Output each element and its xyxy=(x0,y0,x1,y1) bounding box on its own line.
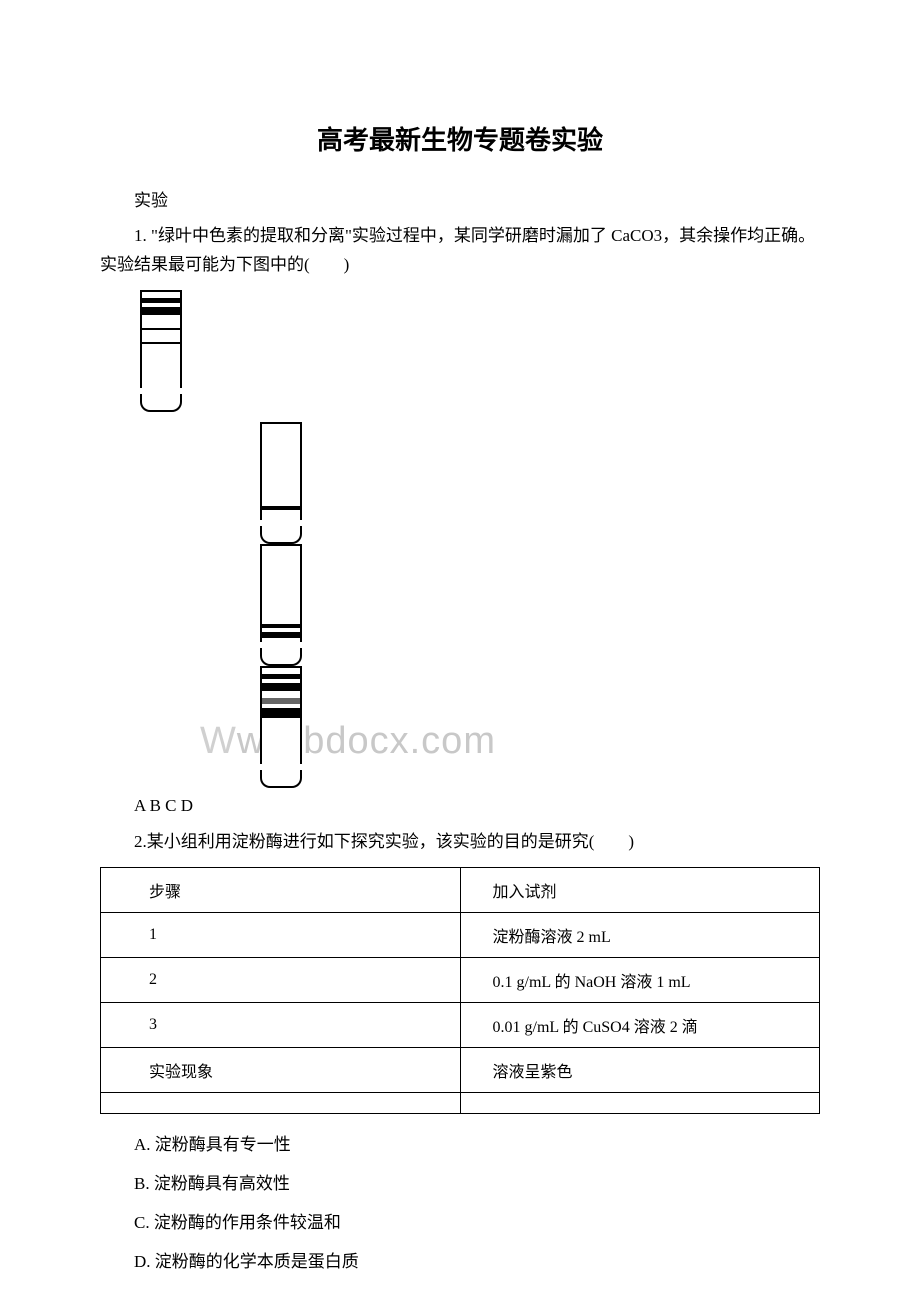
experiment-table: 步骤 加入试剂 1 淀粉酶溶液 2 mL 2 0.1 g/mL 的 NaOH 溶… xyxy=(100,867,820,1114)
choice-c: C. 淀粉酶的作用条件较温和 xyxy=(100,1208,820,1233)
table-row: 实验现象 溶液呈紫色 xyxy=(101,1047,820,1092)
table-cell: 淀粉酶溶液 2 mL xyxy=(460,912,820,957)
table-cell xyxy=(101,1092,461,1113)
strip-a xyxy=(140,290,820,412)
table-row: 1 淀粉酶溶液 2 mL xyxy=(101,912,820,957)
choice-d: D. 淀粉酶的化学本质是蛋白质 xyxy=(100,1247,820,1272)
choice-a: A. 淀粉酶具有专一性 xyxy=(100,1130,820,1155)
table-row: 步骤 加入试剂 xyxy=(101,867,820,912)
strip-d xyxy=(260,666,820,788)
table-row xyxy=(101,1092,820,1113)
table-row: 3 0.01 g/mL 的 CuSO4 溶液 2 滴 xyxy=(101,1002,820,1047)
section-label: 实验 xyxy=(100,187,820,216)
table-cell: 0.01 g/mL 的 CuSO4 溶液 2 滴 xyxy=(460,1002,820,1047)
choice-b: B. 淀粉酶具有高效性 xyxy=(100,1169,820,1194)
table-cell: 3 xyxy=(101,1002,461,1047)
table-cell: 0.1 g/mL 的 NaOH 溶液 1 mL xyxy=(460,957,820,1002)
table-cell: 实验现象 xyxy=(101,1047,461,1092)
question-2-text: 2.某小组利用淀粉酶进行如下探究实验，该实验的目的是研究( ) xyxy=(100,828,820,857)
table-cell: 溶液呈紫色 xyxy=(460,1047,820,1092)
question-1-text: 1. "绿叶中色素的提取和分离"实验过程中，某同学研磨时漏加了 CaCO3，其余… xyxy=(100,222,820,280)
table-row: 2 0.1 g/mL 的 NaOH 溶液 1 mL xyxy=(101,957,820,1002)
page-title: 高考最新生物专题卷实验 xyxy=(100,120,820,157)
table-cell: 加入试剂 xyxy=(460,867,820,912)
table-cell: 2 xyxy=(101,957,461,1002)
strip-b xyxy=(260,422,820,544)
table-cell: 步骤 xyxy=(101,867,461,912)
q1-options: A B C D xyxy=(100,796,820,816)
chromatography-strips xyxy=(140,290,820,412)
table-cell xyxy=(460,1092,820,1113)
table-cell: 1 xyxy=(101,912,461,957)
chromatography-strips-col xyxy=(260,422,820,788)
strip-c xyxy=(260,544,820,666)
